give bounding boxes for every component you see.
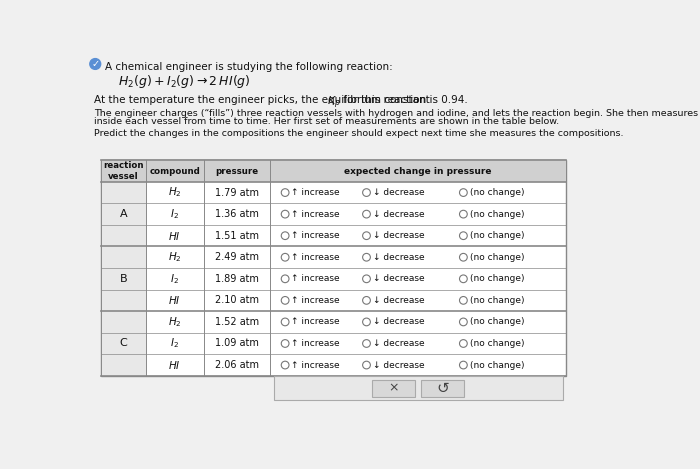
- Circle shape: [459, 361, 468, 369]
- Text: ↑ increase: ↑ increase: [290, 210, 340, 219]
- Circle shape: [281, 361, 289, 369]
- Text: The engineer charges (“fills”) three reaction vessels with hydrogen and iodine, : The engineer charges (“fills”) three rea…: [94, 109, 700, 118]
- Text: 2.49 atm: 2.49 atm: [215, 252, 259, 262]
- Text: ↑ increase: ↑ increase: [290, 274, 340, 283]
- Circle shape: [363, 189, 370, 197]
- Bar: [372, 380, 415, 397]
- Text: ↓ decrease: ↓ decrease: [372, 361, 424, 370]
- Circle shape: [281, 318, 289, 326]
- Text: 1.09 atm: 1.09 atm: [215, 339, 258, 348]
- Circle shape: [281, 340, 289, 348]
- Text: $HI$: $HI$: [169, 359, 181, 371]
- Text: $H_2$: $H_2$: [168, 250, 181, 264]
- Text: reaction
vessel: reaction vessel: [104, 161, 144, 181]
- Text: $I_2$: $I_2$: [170, 207, 179, 221]
- Circle shape: [363, 340, 370, 348]
- Bar: [102, 160, 566, 376]
- Text: ↑ increase: ↑ increase: [290, 188, 340, 197]
- Text: $H_2(g)+I_2(g) \rightarrow 2\,HI(g)$: $H_2(g)+I_2(g) \rightarrow 2\,HI(g)$: [118, 73, 251, 90]
- Circle shape: [281, 275, 289, 283]
- Text: A: A: [120, 209, 127, 219]
- Text: expected change in pressure: expected change in pressure: [344, 166, 492, 175]
- Circle shape: [281, 189, 289, 197]
- Text: ↓ decrease: ↓ decrease: [372, 339, 424, 348]
- Text: ✓: ✓: [91, 59, 99, 69]
- Bar: [274, 376, 563, 401]
- Text: (no change): (no change): [470, 361, 524, 370]
- Text: Predict the changes in the compositions the engineer should expect next time she: Predict the changes in the compositions …: [94, 129, 623, 138]
- Circle shape: [363, 361, 370, 369]
- Text: 2.10 atm: 2.10 atm: [215, 295, 259, 305]
- Text: ↑ increase: ↑ increase: [290, 318, 340, 326]
- Circle shape: [281, 253, 289, 261]
- Circle shape: [459, 275, 468, 283]
- Circle shape: [459, 189, 468, 197]
- Circle shape: [363, 253, 370, 261]
- Text: ↑ increase: ↑ increase: [290, 361, 340, 370]
- Text: (no change): (no change): [470, 188, 524, 197]
- Text: ↓ decrease: ↓ decrease: [372, 318, 424, 326]
- Text: C: C: [120, 339, 127, 348]
- Text: $HI$: $HI$: [169, 295, 181, 306]
- Bar: [102, 311, 146, 376]
- Text: ↓ decrease: ↓ decrease: [372, 296, 424, 305]
- Text: ↑ increase: ↑ increase: [290, 253, 340, 262]
- Circle shape: [363, 232, 370, 240]
- Circle shape: [459, 210, 468, 218]
- Circle shape: [90, 59, 101, 69]
- Text: ×: ×: [389, 382, 399, 394]
- Text: 1.51 atm: 1.51 atm: [215, 231, 259, 241]
- Text: pressure: pressure: [215, 166, 258, 175]
- Text: $H_2$: $H_2$: [168, 186, 181, 199]
- Text: compound: compound: [149, 166, 200, 175]
- Text: A chemical engineer is studying the following reaction:: A chemical engineer is studying the foll…: [104, 62, 392, 72]
- Text: 1.89 atm: 1.89 atm: [215, 274, 258, 284]
- Text: ↓ decrease: ↓ decrease: [372, 188, 424, 197]
- Circle shape: [363, 318, 370, 326]
- Circle shape: [459, 296, 468, 304]
- Text: ↓ decrease: ↓ decrease: [372, 253, 424, 262]
- Text: ↑ increase: ↑ increase: [290, 339, 340, 348]
- Text: (no change): (no change): [470, 231, 524, 240]
- Text: $I_2$: $I_2$: [170, 337, 179, 350]
- Text: 1.52 atm: 1.52 atm: [215, 317, 259, 327]
- Bar: [102, 182, 146, 247]
- Text: $K_p$: $K_p$: [327, 95, 341, 111]
- Text: (no change): (no change): [470, 296, 524, 305]
- Text: At the temperature the engineer picks, the equilibrium constant: At the temperature the engineer picks, t…: [94, 95, 433, 105]
- Circle shape: [459, 253, 468, 261]
- Text: ↓ decrease: ↓ decrease: [372, 231, 424, 240]
- Circle shape: [459, 340, 468, 348]
- Text: 2.06 atm: 2.06 atm: [215, 360, 259, 370]
- Text: (no change): (no change): [470, 318, 524, 326]
- Circle shape: [363, 210, 370, 218]
- Text: $H_2$: $H_2$: [168, 315, 181, 329]
- Text: for this reaction is 0.94.: for this reaction is 0.94.: [340, 95, 468, 105]
- Text: ↓ decrease: ↓ decrease: [372, 274, 424, 283]
- Circle shape: [281, 232, 289, 240]
- Text: ↓ decrease: ↓ decrease: [372, 210, 424, 219]
- Text: $I_2$: $I_2$: [170, 272, 179, 286]
- Bar: [421, 380, 464, 397]
- Circle shape: [281, 296, 289, 304]
- Text: ↺: ↺: [436, 381, 449, 396]
- Text: (no change): (no change): [470, 274, 524, 283]
- Circle shape: [363, 275, 370, 283]
- Circle shape: [281, 210, 289, 218]
- Text: ↑ increase: ↑ increase: [290, 296, 340, 305]
- Bar: [102, 247, 146, 311]
- Text: 1.36 atm: 1.36 atm: [215, 209, 258, 219]
- Text: (no change): (no change): [470, 210, 524, 219]
- Text: ↑ increase: ↑ increase: [290, 231, 340, 240]
- Text: (no change): (no change): [470, 253, 524, 262]
- Text: B: B: [120, 274, 127, 284]
- Text: (no change): (no change): [470, 339, 524, 348]
- Text: 1.79 atm: 1.79 atm: [215, 188, 259, 197]
- Text: inside each vessel from time to time. Her first set of measurements are shown in: inside each vessel from time to time. He…: [94, 117, 559, 126]
- Text: $HI$: $HI$: [169, 230, 181, 242]
- Circle shape: [459, 232, 468, 240]
- Circle shape: [459, 318, 468, 326]
- Bar: [102, 160, 566, 182]
- Circle shape: [363, 296, 370, 304]
